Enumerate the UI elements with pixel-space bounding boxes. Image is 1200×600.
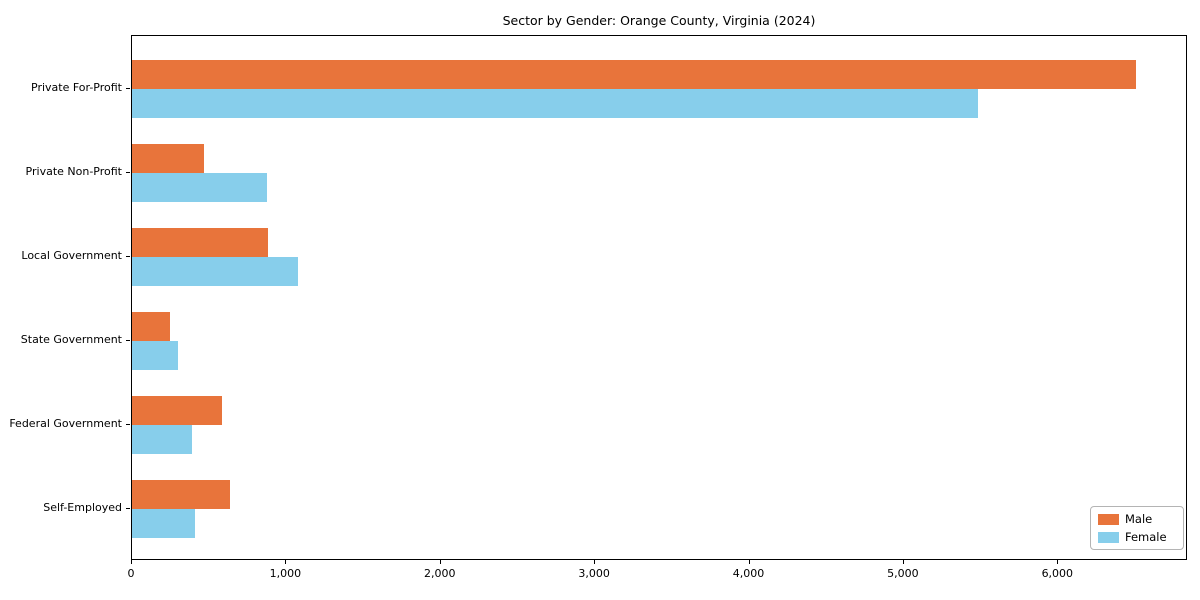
bar-male-5 xyxy=(132,480,230,509)
y-axis-label-3: State Government xyxy=(20,333,122,346)
y-axis-tick-1 xyxy=(126,172,130,173)
y-axis-tick-3 xyxy=(126,340,130,341)
x-axis-tick-label-1: 1,000 xyxy=(269,567,302,580)
chart-title: Sector by Gender: Orange County, Virgini… xyxy=(502,13,816,28)
legend-item-male: Male xyxy=(1098,512,1176,526)
y-axis-label-0: Private For-Profit xyxy=(31,81,122,94)
legend-item-female: Female xyxy=(1098,530,1176,544)
x-axis-tick-label-6: 6,000 xyxy=(1041,567,1074,580)
y-axis-label-2: Local Government xyxy=(21,249,122,262)
y-axis-tick-2 xyxy=(126,256,130,257)
x-axis-tick-label-4: 4,000 xyxy=(732,567,765,580)
bar-female-3 xyxy=(132,341,178,370)
x-axis-tick-label-5: 5,000 xyxy=(887,567,919,580)
bar-male-1 xyxy=(132,144,204,173)
x-axis-tick-3 xyxy=(594,560,596,564)
bar-male-0 xyxy=(132,60,1136,89)
y-axis-label-5: Self-Employed xyxy=(43,501,122,514)
legend-swatch-female xyxy=(1098,531,1119,543)
bar-male-4 xyxy=(132,396,222,425)
bar-female-0 xyxy=(132,89,978,118)
x-axis-tick-2 xyxy=(439,560,441,564)
x-axis-tick-1 xyxy=(285,560,287,564)
x-axis-tick-6 xyxy=(1057,560,1059,564)
bar-female-5 xyxy=(132,509,195,538)
legend: Male Female xyxy=(1090,506,1184,550)
bar-female-1 xyxy=(132,173,267,202)
legend-label-female: Female xyxy=(1125,530,1167,544)
x-axis-tick-5 xyxy=(902,560,904,564)
y-axis-tick-4 xyxy=(126,424,130,425)
y-axis-tick-5 xyxy=(126,508,130,509)
bar-male-2 xyxy=(132,228,268,257)
x-axis-tick-label-2: 2,000 xyxy=(424,567,456,580)
bar-female-4 xyxy=(132,425,192,454)
y-axis-label-4: Federal Government xyxy=(9,417,122,430)
x-axis-tick-4 xyxy=(748,560,750,564)
legend-label-male: Male xyxy=(1125,512,1153,526)
y-axis-tick-0 xyxy=(126,88,130,89)
y-axis-label-1: Private Non-Profit xyxy=(25,165,122,178)
x-axis-tick-label-0: 0 xyxy=(127,567,135,580)
bar-female-2 xyxy=(132,257,298,286)
x-axis-tick-label-3: 3,000 xyxy=(578,567,610,580)
bar-male-3 xyxy=(132,312,170,341)
plot-area xyxy=(131,35,1187,560)
x-axis-tick-0 xyxy=(131,560,132,564)
legend-swatch-male xyxy=(1098,513,1119,525)
